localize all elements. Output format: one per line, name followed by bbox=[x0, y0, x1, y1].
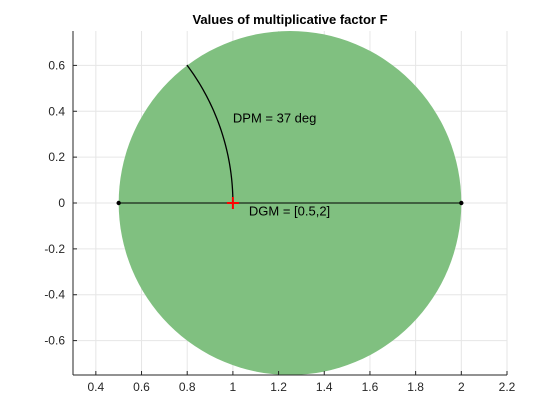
y-tick-label: 0.4 bbox=[48, 104, 65, 118]
y-tick-label: -0.4 bbox=[44, 288, 65, 302]
x-tick-label: 1.4 bbox=[316, 380, 333, 394]
annotations: DPM = 37 deg DGM = [0.5,2] bbox=[233, 111, 330, 219]
chart-title: Values of multiplicative factor F bbox=[192, 12, 387, 27]
annotation-label: DPM = 37 deg bbox=[233, 111, 316, 126]
annotation-label: DGM = [0.5,2] bbox=[249, 204, 330, 219]
x-tick-label: 1.8 bbox=[407, 380, 424, 394]
y-tick-label: -0.2 bbox=[44, 242, 65, 256]
y-tick-label: 0.6 bbox=[48, 58, 65, 72]
x-tick-label: 1 bbox=[230, 380, 237, 394]
y-tick-label: 0.2 bbox=[48, 150, 65, 164]
y-tick-label: 0 bbox=[58, 196, 65, 210]
x-tick-label: 0.4 bbox=[87, 380, 104, 394]
plot-area bbox=[116, 31, 464, 375]
x-tick-label: 1.6 bbox=[362, 380, 379, 394]
x-tick-label: 0.6 bbox=[133, 380, 150, 394]
phase-margin-arc bbox=[186, 64, 234, 204]
x-tick-label: 1.2 bbox=[270, 380, 287, 394]
gain-margin-upper-point bbox=[459, 200, 464, 206]
x-tick-label: 2.2 bbox=[499, 380, 516, 394]
x-tick-label: 0.8 bbox=[179, 380, 196, 394]
axes: 0.4 0.6 0.8 1 1.2 1.4 1.6 1.8 2 2.2 0.6 0.4 0.2 0 -0.2… bbox=[44, 31, 516, 394]
y-tick-label: -0.6 bbox=[44, 334, 65, 348]
gain-margin-lower-point bbox=[116, 200, 121, 206]
x-tick-label: 2 bbox=[458, 380, 465, 394]
